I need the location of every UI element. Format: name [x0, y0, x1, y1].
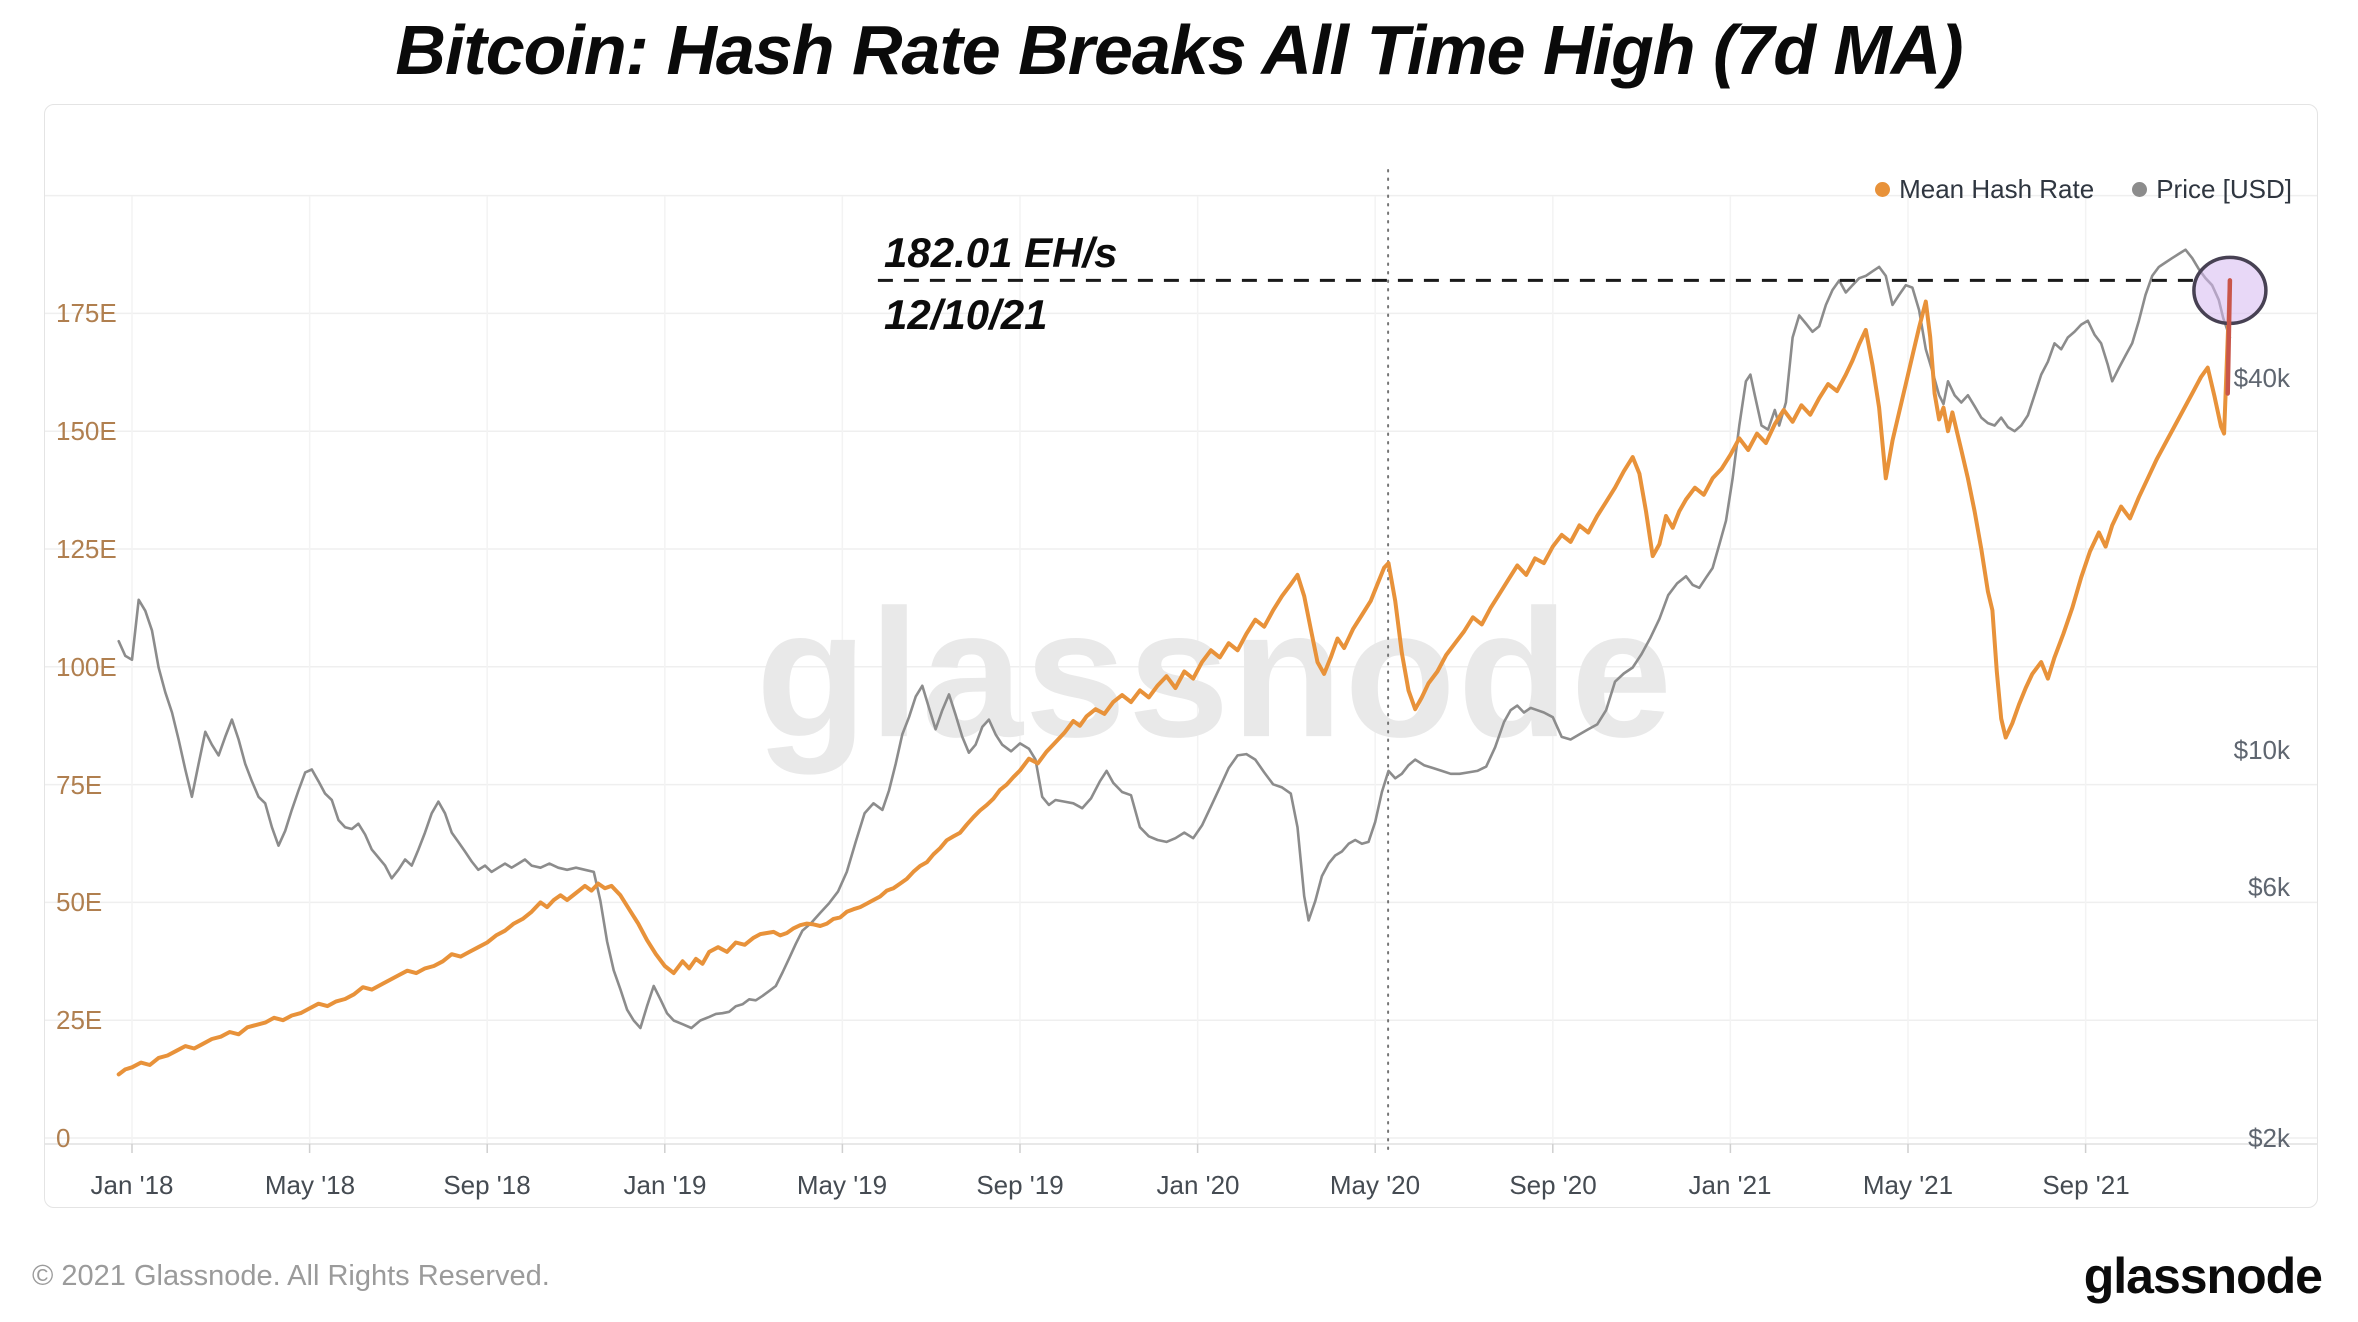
- annotation-date: 12/10/21: [884, 291, 1048, 338]
- chart-panel: [44, 104, 2318, 1208]
- legend-label: Mean Hash Rate: [1899, 174, 2095, 204]
- glassnode-logo: glassnode: [2083, 1248, 2323, 1304]
- legend-label: Price [USD]: [2156, 174, 2292, 204]
- series-lines: [116, 248, 2232, 1077]
- series-mean-hash-rate: [116, 278, 2232, 1077]
- legend-dot-icon: [1875, 182, 1891, 197]
- watermark: glassnode: [756, 571, 1674, 775]
- annotation-value: 182.01 EH/s: [884, 229, 1118, 276]
- legend-item-mean-hash-rate[interactable]: Mean Hash Rate: [1875, 174, 2094, 205]
- tip-highlight: [2225, 278, 2233, 396]
- series-price-usd: [117, 248, 2232, 1030]
- chart-title: Bitcoin: Hash Rate Breaks All Time High …: [395, 11, 1963, 89]
- legend-item-price-usd[interactable]: Price [USD]: [2132, 174, 2292, 205]
- copyright: © 2021 Glassnode. All Rights Reserved.: [32, 1259, 550, 1292]
- legend-dot-icon: [2132, 182, 2148, 197]
- legend: Mean Hash Rate Price [USD]: [1875, 174, 2292, 205]
- annotation-shapes: [877, 255, 2268, 396]
- footer: © 2021 Glassnode. All Rights Reserved. g…: [0, 1240, 2358, 1312]
